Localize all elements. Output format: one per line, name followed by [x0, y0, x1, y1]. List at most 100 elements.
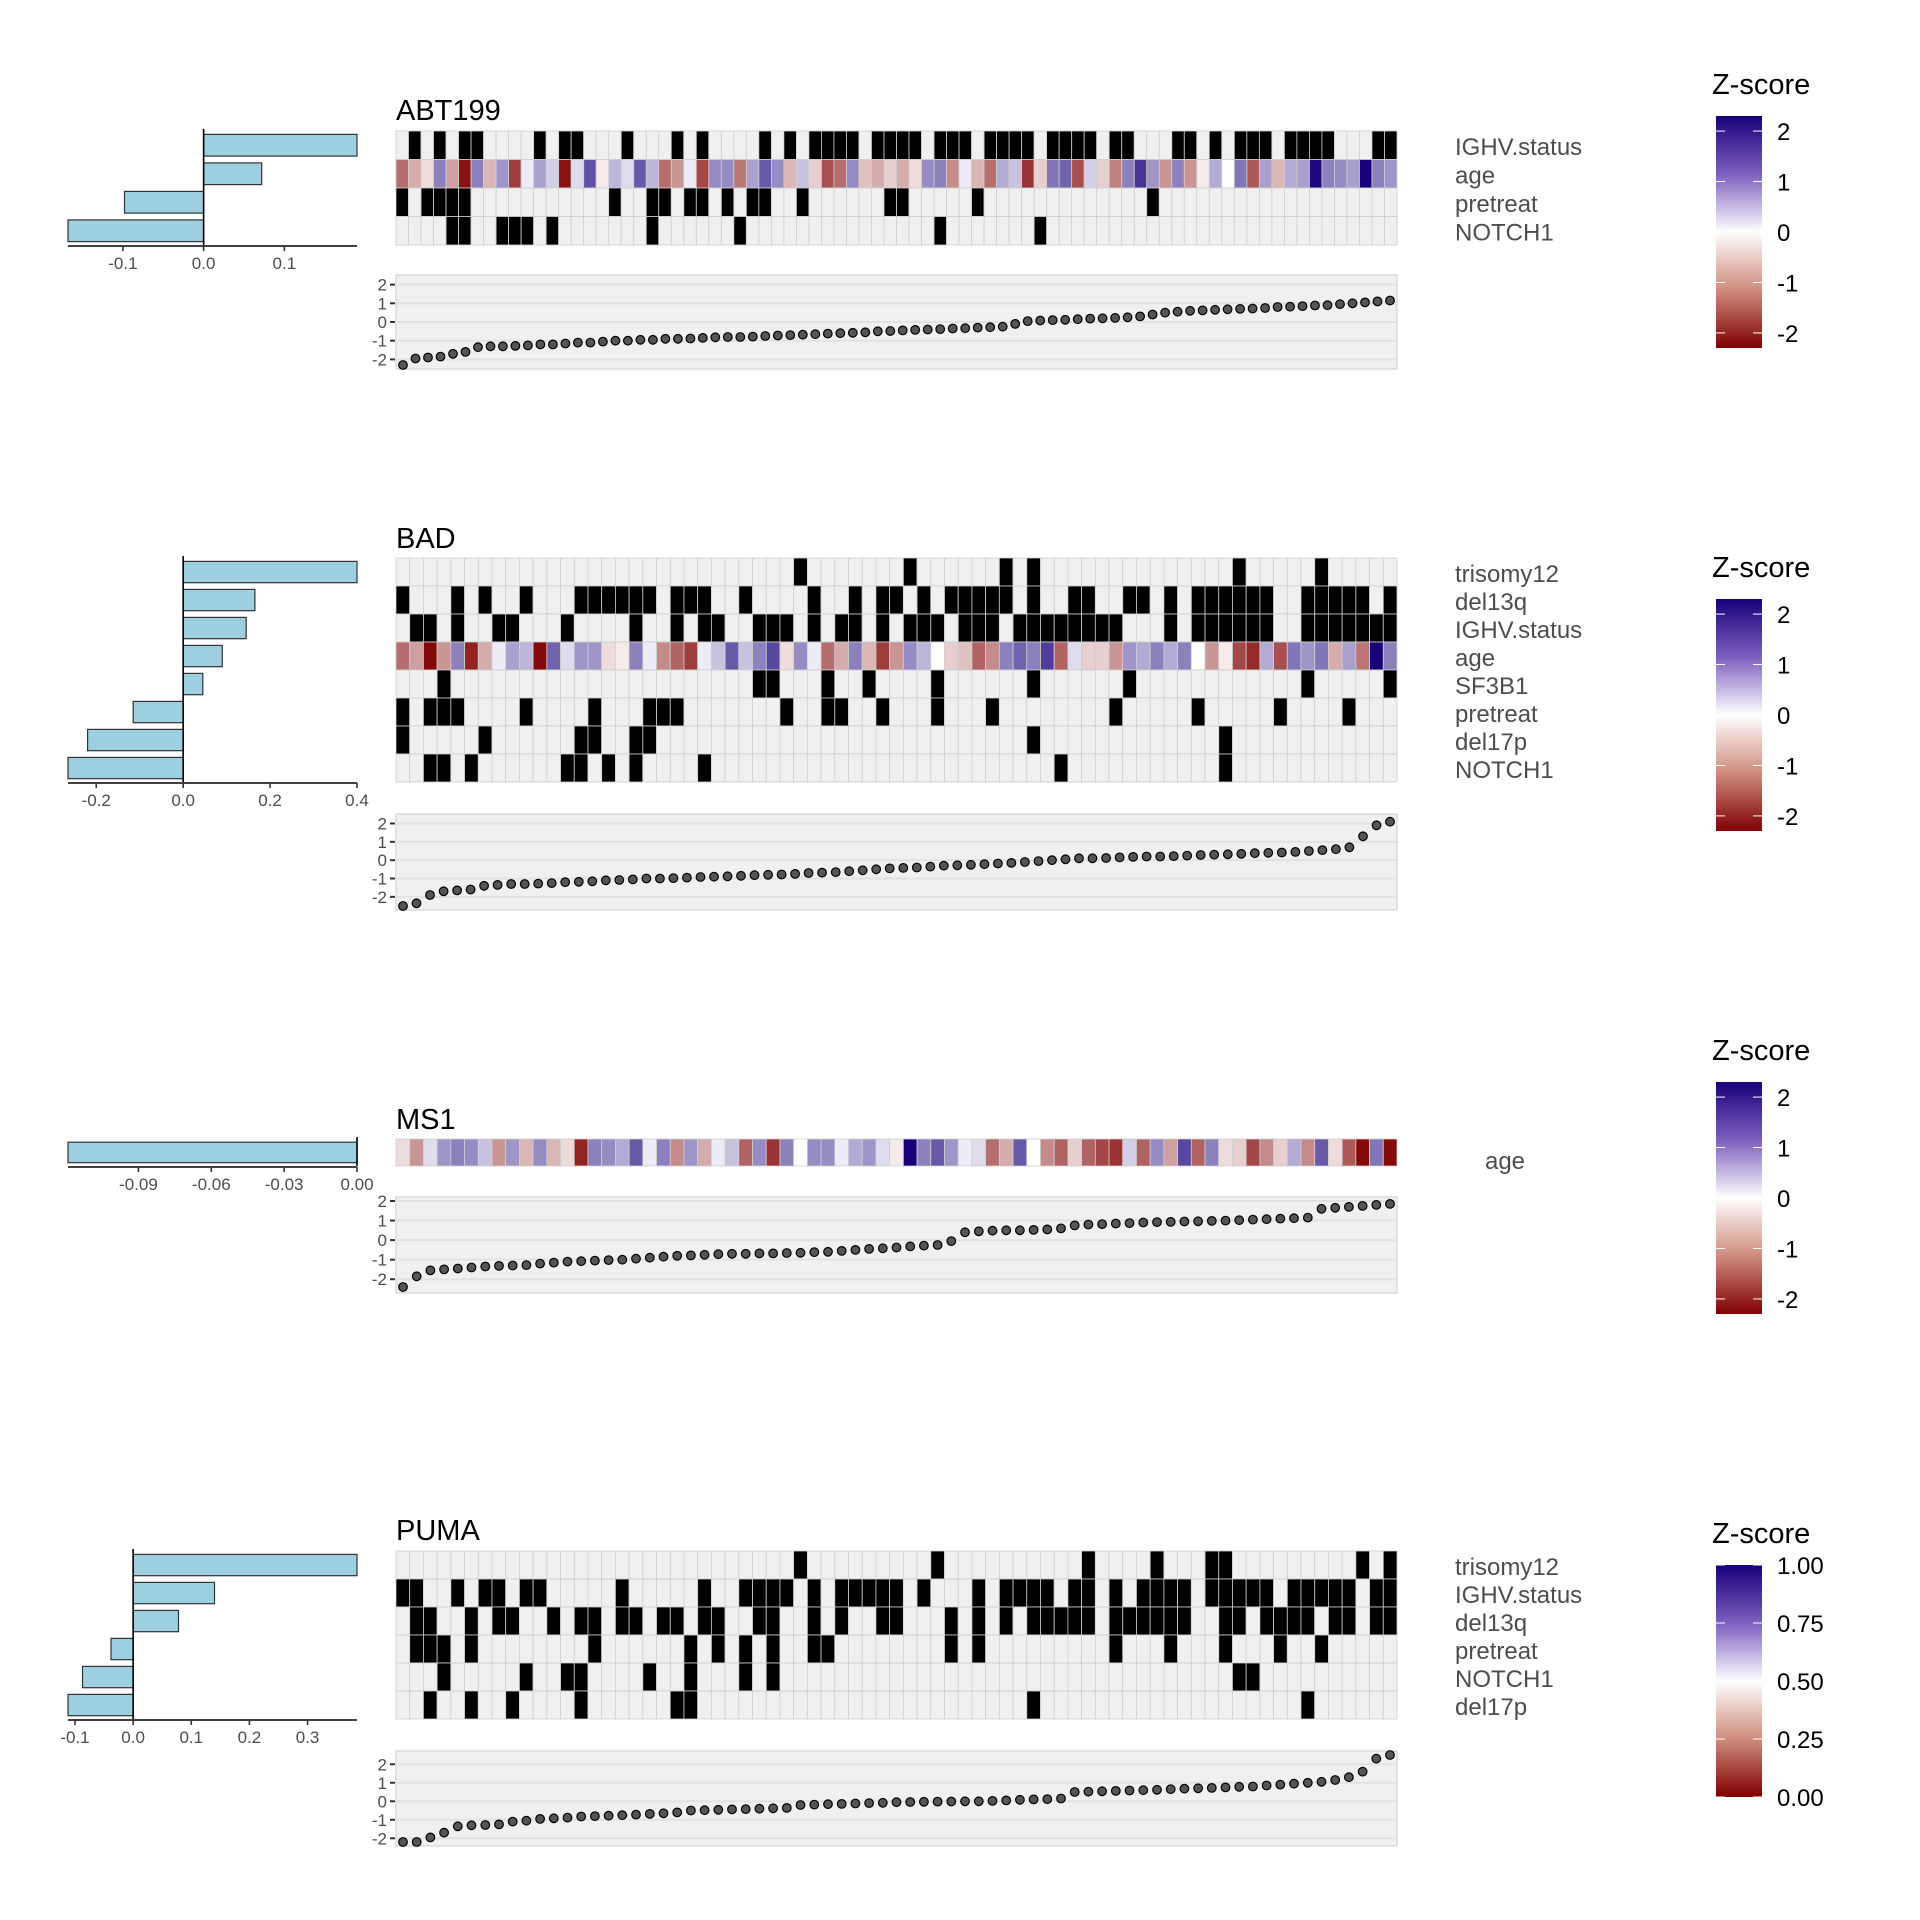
heatmap-cell [491, 613, 507, 643]
heatmap-cell [770, 216, 785, 246]
heatmap-cell [957, 1690, 973, 1720]
heatmap-cell [1309, 216, 1323, 246]
heatmap-cell [1321, 216, 1335, 246]
heatmap-cell [573, 1662, 589, 1692]
heatmap-cell [1245, 1550, 1261, 1580]
heatmap-cell [957, 1606, 973, 1636]
heatmap-cell [779, 1606, 795, 1636]
heatmap-cell [570, 216, 585, 246]
heatmap-cell [861, 641, 877, 671]
heatmap-cell [669, 1138, 685, 1167]
legend-tick-label: 2 [1777, 119, 1790, 146]
heatmap-cell [615, 725, 630, 755]
heatmap-cell [395, 669, 411, 699]
heatmap-cell [633, 216, 647, 246]
heatmap-cell [464, 585, 479, 615]
heatmap-cell [1259, 641, 1274, 671]
heatmap-cell [1204, 725, 1220, 755]
heatmap-cell [944, 1578, 959, 1608]
heatmap-cell [930, 1550, 945, 1580]
heatmap-cell [765, 753, 781, 783]
heatmap-cell [450, 1138, 465, 1167]
heatmap-cell [1273, 1550, 1288, 1580]
legend-tick-label: 2 [1777, 1085, 1790, 1112]
heatmap-cell [477, 725, 493, 755]
data-point [1289, 1778, 1299, 1789]
heatmap-cell [902, 585, 918, 615]
heatmap-cell [733, 159, 747, 189]
heatmap-cell [1321, 187, 1335, 217]
heatmap-cell [1300, 1578, 1316, 1608]
data-point [938, 860, 949, 871]
row-label: NOTCH1 [1455, 757, 1554, 784]
heatmap-cell [983, 216, 998, 246]
heatmap-cell [944, 669, 959, 699]
heatmap-cell [1026, 1550, 1041, 1580]
data-point [506, 879, 517, 889]
heatmap-cell [1067, 613, 1083, 643]
data-point [1060, 314, 1071, 325]
heatmap-cell [1136, 1690, 1151, 1720]
heatmap-cell [971, 159, 985, 189]
heatmap-cell [858, 187, 872, 217]
heatmap-cell [710, 585, 726, 615]
heatmap-cell [834, 557, 849, 587]
heatmap-cell [738, 1138, 753, 1167]
y-tick-label: 1 [378, 1774, 387, 1793]
data-point [1316, 1776, 1327, 1787]
heatmap-cell [570, 130, 585, 160]
data-point [562, 1256, 573, 1267]
heatmap-cell [533, 187, 547, 217]
data-point [1385, 1750, 1395, 1760]
heatmap-cell [846, 187, 860, 217]
heatmap-cell [477, 753, 493, 783]
heatmap-cell [601, 725, 616, 755]
data-point [660, 333, 671, 344]
heatmap-cell [1040, 1606, 1055, 1636]
heatmap-cell [656, 669, 671, 699]
heatmap-cell [848, 725, 863, 755]
heatmap-cell [1094, 753, 1110, 783]
heatmap-cell [998, 557, 1014, 587]
heatmap-cell [519, 1634, 534, 1664]
heatmap-cell [1232, 1662, 1247, 1692]
heatmap-cell [821, 159, 835, 189]
heatmap-cell [971, 641, 987, 671]
heatmap-cell [464, 697, 479, 727]
heatmap-cell [957, 697, 973, 727]
heatmap-cell [1300, 1606, 1316, 1636]
heatmap-cell [508, 187, 522, 217]
heatmap-cell [1033, 159, 1048, 189]
heatmap-cell [1218, 753, 1233, 783]
bar [182, 644, 223, 668]
heatmap-cell [587, 697, 603, 727]
data-point [521, 1815, 532, 1826]
heatmap-cell [724, 753, 740, 783]
heatmap-cell [1190, 1578, 1206, 1608]
heatmap-cell [546, 1578, 561, 1608]
heatmap-cell [670, 159, 685, 189]
data-point [1074, 853, 1084, 864]
data-point [1234, 1781, 1245, 1792]
heatmap-cell [1053, 1634, 1069, 1664]
heatmap-cell [1286, 1606, 1302, 1636]
heatmap-cell [1108, 753, 1124, 783]
data-point [847, 327, 858, 338]
heatmap-cell [985, 1550, 1000, 1580]
heatmap-cell [1286, 557, 1302, 587]
heatmap-cell [921, 216, 935, 246]
heatmap-cell [395, 1550, 411, 1580]
data-point [857, 865, 868, 876]
heatmap-cell [957, 1550, 973, 1580]
heatmap-cell [971, 669, 987, 699]
data-point [535, 339, 546, 350]
heatmap-cell [896, 216, 910, 246]
data-point [1020, 857, 1030, 867]
data-point [972, 322, 983, 333]
heatmap-cell [971, 613, 987, 643]
heatmap-cell [1136, 641, 1151, 671]
y-tick-label: 0 [378, 851, 387, 870]
heatmap-cell [738, 1606, 753, 1636]
data-point [754, 1803, 765, 1814]
heatmap-cell [423, 557, 438, 587]
